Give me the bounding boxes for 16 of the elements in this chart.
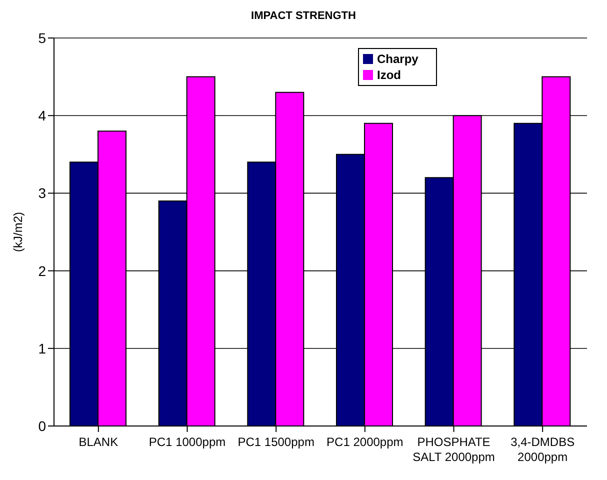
y-tick-label: 2: [38, 262, 46, 279]
legend-label: Izod: [377, 68, 401, 82]
x-tick-label: PHOSPHATE SALT 2000ppm: [412, 435, 495, 464]
x-tick-label: PC1 1500ppm: [238, 435, 314, 449]
x-tick-label: PC1 1000ppm: [148, 435, 226, 449]
chart-title: IMPACT STRENGTH: [251, 10, 356, 22]
x-tick-label: BLANK: [78, 435, 118, 449]
y-axis-title: (kJ/m2): [11, 212, 25, 252]
x-tick-label: 3,4-DMDBS 2000ppm: [510, 435, 575, 464]
y-tick-label: 4: [38, 108, 46, 124]
y-tick-label: 0: [38, 418, 46, 434]
y-tick-label: 1: [38, 340, 46, 356]
y-tick-label: 3: [38, 185, 46, 202]
y-tick-label: 5: [38, 30, 46, 46]
x-tick-label: PC1 2000ppm: [326, 435, 404, 449]
legend-label: Charpy: [377, 52, 418, 66]
